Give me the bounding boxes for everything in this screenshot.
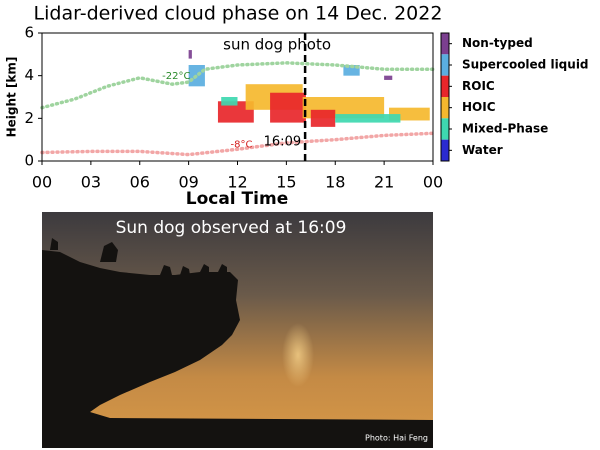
temperature-line: [40, 131, 435, 157]
legend-swatch: [441, 75, 449, 97]
cloud-region: [384, 75, 393, 80]
x-tick-label: 15: [276, 173, 296, 192]
y-tick-label: 0: [24, 152, 34, 170]
marker-time: 16:09: [264, 134, 301, 149]
legend-swatch: [441, 54, 449, 76]
legend-swatch: [441, 139, 449, 161]
temperature-label: -22°C: [162, 71, 190, 82]
legend-label: ROIC: [462, 79, 495, 93]
legend-label: HOIC: [462, 100, 496, 114]
temperature-label: -8°C: [231, 139, 253, 150]
legend-label: Supercooled liquid: [462, 58, 589, 72]
x-tick-label: 00: [423, 173, 443, 192]
x-tick-label: 21: [374, 173, 394, 192]
cloud-region: [217, 101, 254, 123]
legend-swatch: [441, 118, 449, 140]
y-tick-label: 6: [24, 24, 34, 42]
photo-caption: Sun dog observed at 16:09: [116, 218, 347, 238]
y-tick-label: 4: [24, 66, 34, 84]
x-tick-label: 03: [81, 173, 101, 192]
photo-credit: Photo: Hai Feng: [365, 434, 428, 443]
chart-title: Lidar-derived cloud phase on 14 Dec. 202…: [34, 3, 443, 25]
x-axis-label: Local Time: [186, 189, 288, 209]
legend-swatch: [441, 33, 449, 55]
x-tick-label: 12: [227, 173, 247, 192]
x-tick-label: 06: [130, 173, 150, 192]
legend-label: Mixed-Phase: [462, 122, 548, 136]
plot: -22°C -8°C sun dog photo 16:09 0 2 4 6 00 03 06 09 1…: [24, 24, 588, 192]
y-tick-label: 2: [24, 109, 34, 127]
cloud-region: [310, 109, 336, 127]
legend-swatch: [441, 97, 449, 119]
photo: Sun dog observed at 16:09 Photo: Hai Fen…: [42, 212, 433, 448]
roof-silhouette: [42, 250, 433, 448]
sun-dog-glow: [282, 323, 314, 387]
temperature-line: [40, 61, 435, 110]
x-tick-label: 09: [178, 173, 198, 192]
colorbar-frame: [440, 32, 450, 162]
cloud-region: [270, 92, 306, 123]
legend-label: Non-typed: [462, 36, 533, 50]
y-axis-label: Height [km]: [5, 57, 19, 138]
marker-text: sun dog photo: [223, 36, 331, 54]
cloud-region: [221, 97, 238, 106]
x-tick-label: 18: [325, 173, 345, 192]
legend-label: Water: [462, 143, 503, 157]
x-tick-label: 00: [32, 173, 52, 192]
cloud-region: [335, 114, 401, 123]
cloud-region: [343, 65, 360, 76]
cloud-region: [188, 50, 192, 59]
